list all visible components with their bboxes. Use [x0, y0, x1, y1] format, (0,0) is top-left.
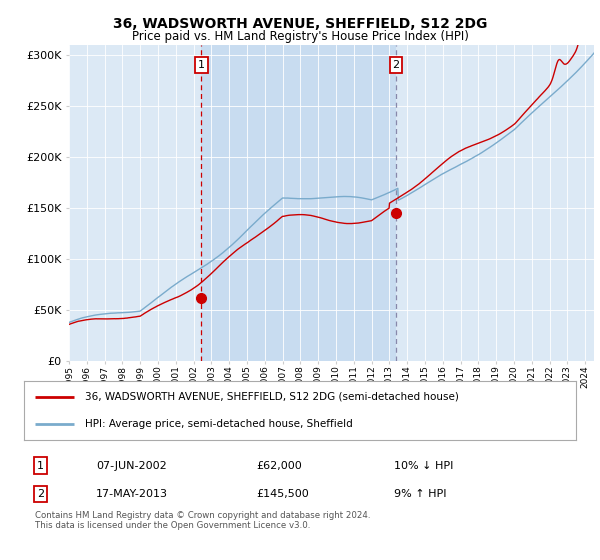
Text: 1: 1 — [198, 60, 205, 70]
Text: 2: 2 — [392, 60, 400, 70]
Text: 36, WADSWORTH AVENUE, SHEFFIELD, S12 2DG (semi-detached house): 36, WADSWORTH AVENUE, SHEFFIELD, S12 2DG… — [85, 391, 458, 402]
Text: HPI: Average price, semi-detached house, Sheffield: HPI: Average price, semi-detached house,… — [85, 419, 352, 429]
Text: Contains HM Land Registry data © Crown copyright and database right 2024.
This d: Contains HM Land Registry data © Crown c… — [35, 511, 371, 530]
Text: Price paid vs. HM Land Registry's House Price Index (HPI): Price paid vs. HM Land Registry's House … — [131, 30, 469, 43]
Text: £145,500: £145,500 — [256, 489, 308, 499]
Text: £62,000: £62,000 — [256, 460, 302, 470]
Text: 1: 1 — [37, 460, 44, 470]
Text: 10% ↓ HPI: 10% ↓ HPI — [394, 460, 453, 470]
Bar — [202, 45, 396, 361]
Text: 9% ↑ HPI: 9% ↑ HPI — [394, 489, 446, 499]
Text: 17-MAY-2013: 17-MAY-2013 — [96, 489, 168, 499]
Text: 2: 2 — [37, 489, 44, 499]
Text: 36, WADSWORTH AVENUE, SHEFFIELD, S12 2DG: 36, WADSWORTH AVENUE, SHEFFIELD, S12 2DG — [113, 17, 487, 31]
Text: 07-JUN-2002: 07-JUN-2002 — [96, 460, 167, 470]
